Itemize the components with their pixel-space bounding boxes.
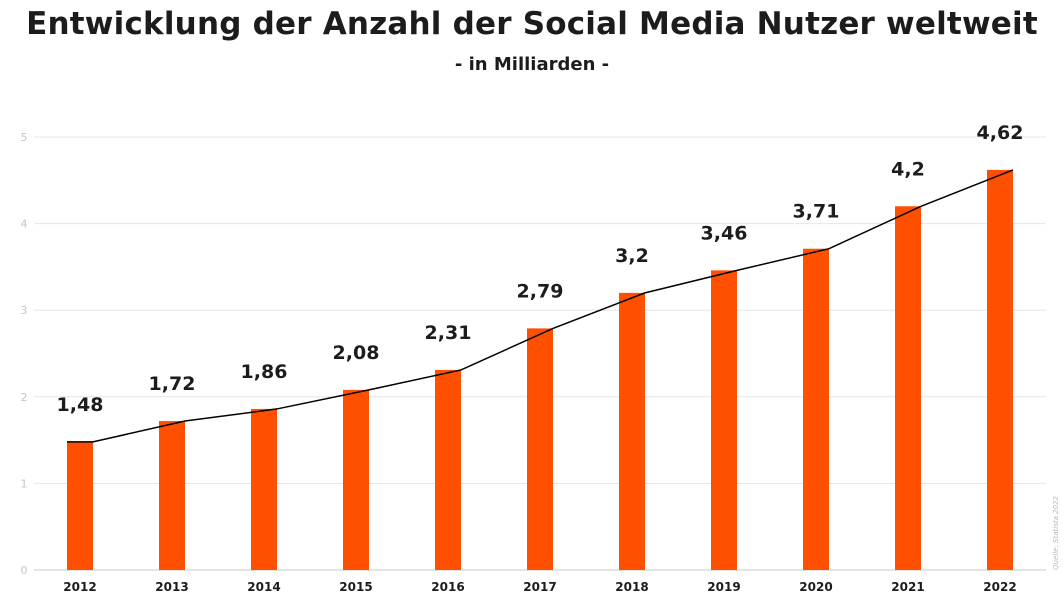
x-tick-label-2016: 2016 — [431, 580, 464, 594]
y-tick-label-3: 3 — [21, 304, 28, 317]
bar-2012 — [67, 441, 93, 570]
value-label-2014: 1,86 — [241, 361, 288, 383]
value-label-2017: 2,79 — [517, 280, 564, 302]
bar-2014 — [251, 408, 277, 570]
value-label-2019: 3,46 — [701, 222, 748, 244]
y-tick-label-5: 5 — [21, 131, 28, 144]
x-tick-label-2018: 2018 — [615, 580, 648, 594]
bar-2017 — [527, 328, 553, 570]
source-note: Quelle: Statista 2022 — [1052, 496, 1060, 570]
y-tick-label-1: 1 — [21, 477, 28, 490]
value-label-2020: 3,71 — [793, 201, 840, 223]
x-tick-label-2014: 2014 — [247, 580, 280, 594]
value-label-2022: 4,62 — [977, 122, 1024, 144]
bar-2016 — [435, 369, 461, 570]
bar-2018 — [619, 292, 645, 570]
bar-2021 — [895, 206, 921, 570]
value-label-2015: 2,08 — [333, 342, 380, 364]
bar-2020 — [803, 248, 829, 571]
bar-2015 — [343, 389, 369, 570]
value-label-2013: 1,72 — [149, 373, 196, 395]
x-tick-label-2019: 2019 — [707, 580, 740, 594]
value-label-2021: 4,2 — [891, 158, 925, 180]
y-tick-label-4: 4 — [21, 218, 28, 231]
x-tick-label-2022: 2022 — [983, 580, 1016, 594]
x-tick-label-2021: 2021 — [891, 580, 924, 594]
value-label-2016: 2,31 — [425, 322, 472, 344]
y-tick-label-0: 0 — [21, 564, 28, 577]
x-tick-label-2015: 2015 — [339, 580, 372, 594]
y-tick-label-2: 2 — [21, 391, 28, 404]
value-label-2012: 1,48 — [57, 394, 104, 416]
x-tick-label-2020: 2020 — [799, 580, 832, 594]
bar-2013 — [159, 421, 185, 570]
trend-line — [67, 169, 1014, 443]
x-tick-label-2012: 2012 — [63, 580, 96, 594]
bar-2022 — [987, 169, 1013, 570]
x-tick-label-2017: 2017 — [523, 580, 556, 594]
chart-subtitle: - in Milliarden - — [454, 54, 610, 75]
bar-2019 — [711, 270, 737, 570]
value-label-2018: 3,2 — [615, 245, 649, 267]
chart-title: Entwicklung der Anzahl der Social Media … — [26, 6, 1038, 42]
x-tick-label-2013: 2013 — [155, 580, 188, 594]
